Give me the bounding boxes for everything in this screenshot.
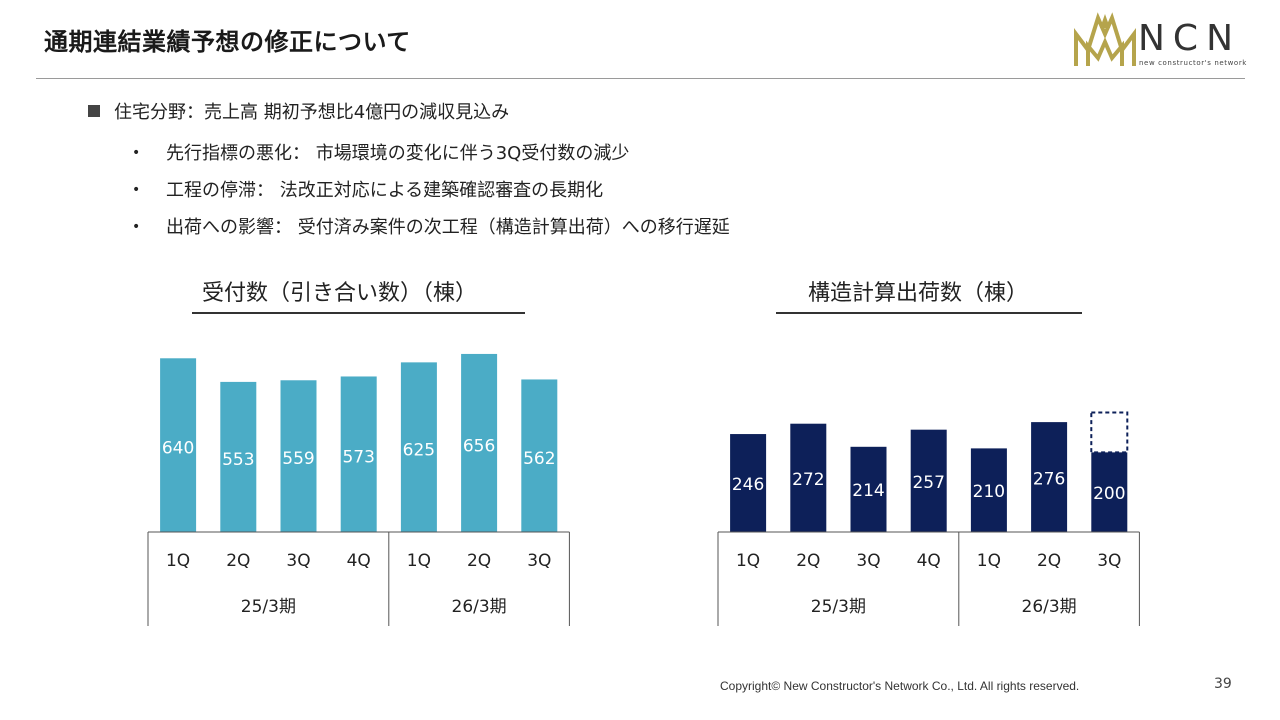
tick-label: 2Q [226,551,250,571]
bar [970,448,1007,532]
data-label: 246 [732,475,764,495]
summary-bullet-text: 先行指標の悪化： 市場環境の変化に伴う3Q受付数の減少 [166,143,630,164]
chart-shipments: 246 272 214 257 210 276 200 1Q 2Q 3Q 4Q 1Q 2Q 3Q 25/3期… [717,411,1140,626]
group-label: 26/3期 [1022,597,1077,617]
data-label: 276 [1033,469,1065,489]
data-label: 553 [222,450,254,470]
bar [790,423,827,532]
summary-bullet-text: 工程の停滞： 法改正対応による建築確認審査の長期化 [166,180,604,201]
chart-title-underline [776,312,1082,314]
chart-inquiries: 640 553 559 573 625 656 562 1Q 2Q 3Q 4Q 1Q 2Q 3Q 25/3期… [147,353,570,626]
logo-wordmark: NCN [1138,18,1241,59]
data-label: 214 [852,481,884,501]
bar [220,381,257,532]
bar [461,353,498,532]
page-title: 通期連結業績予想の修正について [44,28,411,56]
ncn-crown-icon [1074,12,1136,66]
bullet-dot-icon: • [132,145,141,161]
data-label: 573 [342,447,374,467]
bar [850,446,887,532]
bullet-dot-icon: • [132,219,141,235]
data-label: 562 [523,449,555,469]
tick-label: 1Q [977,551,1001,571]
tick-label: 1Q [736,551,760,571]
bar [280,380,317,532]
bar [730,434,767,532]
data-label: 559 [282,449,314,469]
chart-title-shipments: 構造計算出荷数（棟） [808,281,1029,306]
tick-label: 4Q [347,551,371,571]
data-label: 656 [463,437,495,457]
tick-label: 3Q [527,551,551,571]
group-label: 25/3期 [811,597,866,617]
data-label: 200 [1093,484,1125,504]
forecast-outline [1090,411,1129,454]
bar [521,379,558,532]
tick-label: 2Q [796,551,820,571]
tick-label: 3Q [1097,551,1121,571]
summary-bullet: • 出荷への影響： 受付済み案件の次工程（構造計算出荷）への移行遅延 [132,213,730,239]
data-label: 272 [792,470,824,490]
data-label: 257 [912,473,944,493]
page-number: 39 [1214,676,1232,692]
chart-title-inquiries: 受付数（引き合い数）（棟） [202,281,478,306]
bar [1031,422,1068,532]
data-label: 210 [973,482,1005,502]
tick-label: 4Q [917,551,941,571]
copyright-text: Copyright© New Constructor's Network Co.… [720,679,1080,693]
chart-title-underline [192,312,525,314]
tick-label: 3Q [856,551,880,571]
data-label: 640 [162,439,194,459]
bar [160,358,197,532]
summary-lead: 住宅分野：売上高 期初予想比4億円の減収見込み [88,98,509,124]
logo-tagline: new constructor's network [1139,59,1247,67]
tick-label: 1Q [407,551,431,571]
summary-lead-text: 住宅分野：売上高 期初予想比4億円の減収見込み [114,102,510,123]
data-label: 625 [403,441,435,461]
group-label: 25/3期 [241,597,296,617]
summary-bullet: • 工程の停滞： 法改正対応による建築確認審査の長期化 [132,176,603,202]
group-label: 26/3期 [452,597,507,617]
tick-label: 3Q [286,551,310,571]
summary-bullet-text: 出荷への影響： 受付済み案件の次工程（構造計算出荷）への移行遅延 [166,217,730,238]
bullet-dot-icon: • [132,182,141,198]
tick-label: 2Q [467,551,491,571]
bar [340,376,377,532]
bar [400,362,437,532]
summary-bullet: • 先行指標の悪化： 市場環境の変化に伴う3Q受付数の減少 [132,139,629,165]
bar [910,429,947,532]
square-bullet-icon [88,105,100,117]
company-logo: NCN new constructor's network [1072,8,1248,72]
tick-label: 2Q [1037,551,1061,571]
title-divider [36,78,1245,79]
tick-label: 1Q [166,551,190,571]
bar [1091,452,1128,532]
